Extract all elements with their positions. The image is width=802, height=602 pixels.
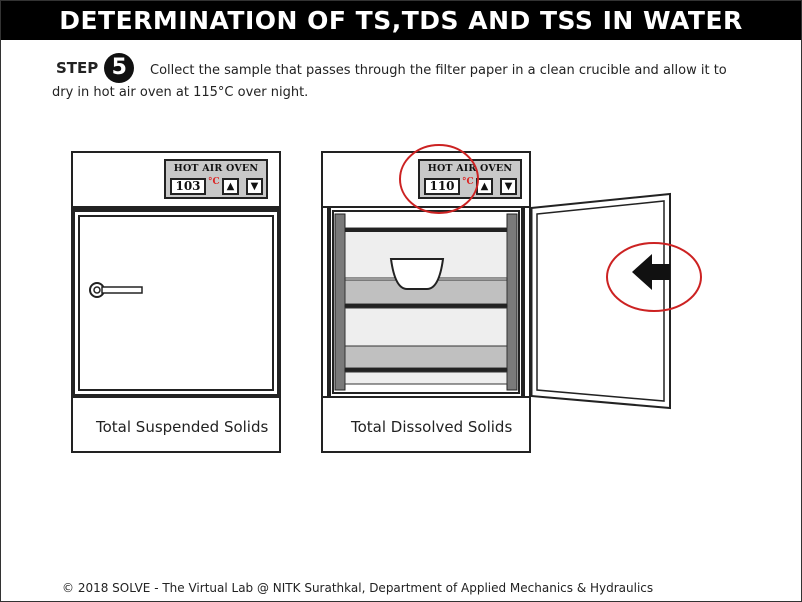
oven-tds: HOT AIR OVEN 110 °C ▲ ▼ Total Dissolved … bbox=[321, 151, 531, 453]
oven-tds-temperature-display: 110 bbox=[424, 178, 460, 195]
oven-tds-temperature-unit: °C bbox=[462, 177, 474, 187]
oven-tss: HOT AIR OVEN 103 °C ▲ ▼ Total Suspended … bbox=[71, 151, 281, 453]
oven-tds-interior bbox=[323, 208, 529, 396]
oven-tss-panel-label: HOT AIR OVEN bbox=[173, 163, 259, 174]
oven-tds-control-panel: HOT AIR OVEN 110 °C ▲ ▼ bbox=[418, 159, 522, 199]
triangle-up-icon: ▲ bbox=[480, 181, 489, 192]
oven-tss-top-section bbox=[73, 153, 279, 210]
footer-copyright: © 2018 SOLVE - The Virtual Lab @ NITK Su… bbox=[62, 581, 654, 595]
highlight-circle-temperature bbox=[399, 144, 479, 214]
instruction-text-line1: Collect the sample that passes through t… bbox=[150, 63, 727, 78]
step-label: STEP bbox=[56, 59, 99, 77]
oven-tds-open-door[interactable] bbox=[528, 190, 678, 420]
step-indicator: STEP 5 bbox=[56, 53, 135, 83]
oven-tss-temperature-display: 103 bbox=[170, 178, 206, 195]
crucible-icon[interactable] bbox=[389, 255, 445, 295]
arrow-left-icon[interactable] bbox=[630, 252, 674, 292]
page-title: DETERMINATION OF TS,TDS AND TSS IN WATER bbox=[1, 1, 801, 40]
door-handle-icon[interactable] bbox=[87, 280, 147, 300]
step-number-badge: 5 bbox=[104, 53, 135, 83]
oven-tds-base-divider bbox=[323, 396, 529, 398]
oven-tss-control-panel: HOT AIR OVEN 103 °C ▲ ▼ bbox=[164, 159, 268, 199]
instruction-text-line2: dry in hot air oven at 115°C over night. bbox=[52, 85, 309, 100]
oven-tds-caption: Total Dissolved Solids bbox=[351, 418, 513, 436]
oven-tss-door-inner-frame bbox=[78, 215, 274, 391]
oven-tss-door[interactable] bbox=[73, 210, 279, 396]
triangle-down-icon: ▼ bbox=[504, 181, 513, 192]
highlight-circle-door-arrow bbox=[606, 242, 702, 312]
oven-tss-temp-up-button[interactable]: ▲ bbox=[222, 178, 239, 195]
oven-tds-panel-label: HOT AIR OVEN bbox=[427, 163, 513, 174]
oven-tss-base-divider bbox=[73, 396, 279, 398]
triangle-down-icon: ▼ bbox=[250, 181, 259, 192]
triangle-up-icon: ▲ bbox=[226, 181, 235, 192]
oven-tss-temp-down-button[interactable]: ▼ bbox=[246, 178, 263, 195]
oven-tss-caption: Total Suspended Solids bbox=[96, 418, 269, 436]
oven-tss-temperature-unit: °C bbox=[208, 177, 220, 187]
oven-tds-temp-down-button[interactable]: ▼ bbox=[500, 178, 517, 195]
